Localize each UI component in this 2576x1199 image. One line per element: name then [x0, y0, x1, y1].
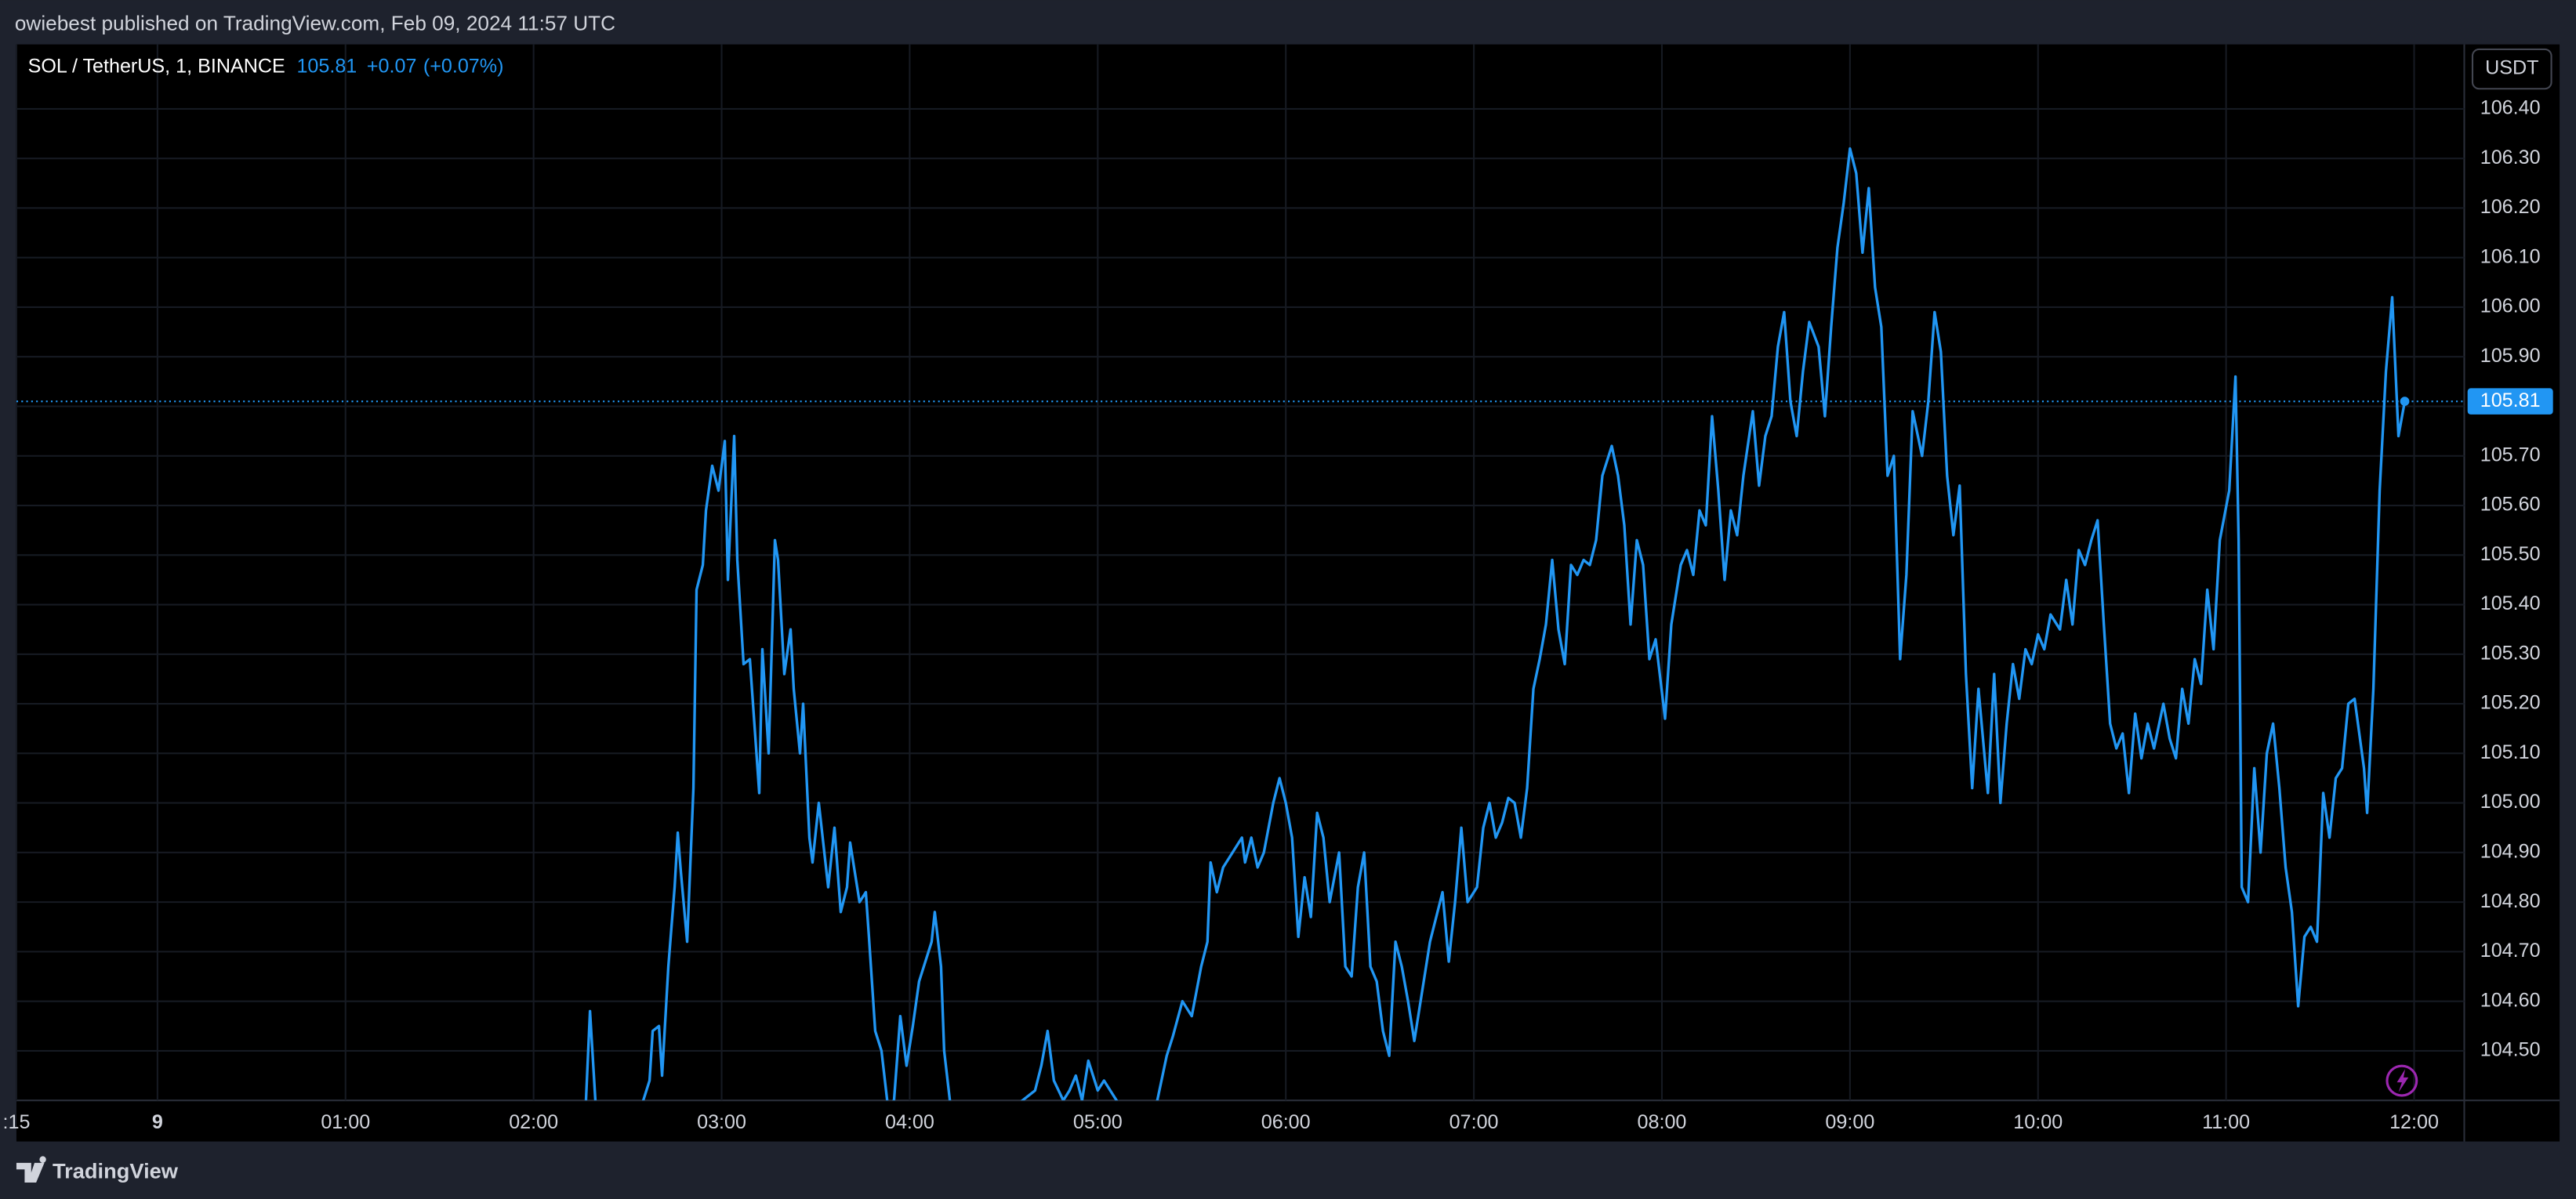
x-tick-label: 03:00	[697, 1111, 746, 1133]
tv-logo	[16, 1156, 46, 1183]
brand: TradingView	[53, 1159, 179, 1183]
labels: 104.50 104.60 104.70 104.80 104.90 105.00 105.…	[2, 97, 2553, 1133]
y-tick-label: 104.80	[2480, 890, 2541, 912]
x-tick-label: 04:00	[885, 1111, 934, 1133]
x-tick-label: 11:00	[2202, 1111, 2250, 1133]
y-tick-label: 105.50	[2480, 543, 2541, 565]
plot	[584, 147, 2410, 1101]
y-tick-label: 106.20	[2480, 196, 2541, 218]
y-tick-label: 104.70	[2480, 940, 2541, 962]
y-tick-label: 105.40	[2480, 592, 2541, 614]
y-tick-label: 105.00	[2480, 791, 2541, 813]
currency-label[interactable]: USDT	[2485, 57, 2538, 79]
price-line	[584, 147, 2407, 1101]
x-tick-label: 07:00	[1449, 1111, 1499, 1133]
chart-area	[16, 44, 2560, 1142]
x-tick-label: 9	[152, 1111, 163, 1133]
lightning-bolt	[2396, 1069, 2409, 1092]
y-tick-label: 105.70	[2480, 444, 2541, 465]
lightning-icon[interactable]	[2386, 1064, 2418, 1097]
publish-info: owiebest published on TradingView.com, F…	[15, 11, 615, 34]
x-tick-label: 09:00	[1825, 1111, 1874, 1133]
currency-button[interactable]	[2471, 48, 2552, 90]
x-tick-label: 10:00	[2013, 1111, 2063, 1133]
y-tick-label: 104.90	[2480, 841, 2541, 863]
x-tick-label: 06:00	[1261, 1111, 1311, 1133]
y-tick-label: 106.30	[2480, 147, 2541, 168]
header-change: +0.07	[367, 56, 417, 78]
y-tick-label: 105.20	[2480, 692, 2541, 714]
y-tick-label: 105.60	[2480, 494, 2541, 516]
y-tick-label: 105.10	[2480, 741, 2541, 763]
last-point	[2400, 397, 2410, 407]
y-tick-label: 105.30	[2480, 642, 2541, 664]
header-change-percent: (+0.07%)	[423, 56, 504, 78]
last-price-label: 105.81	[2480, 389, 2541, 411]
y-tick-label: 106.00	[2480, 295, 2541, 317]
x-tick-label: 01:00	[321, 1111, 370, 1133]
header-price: 105.81	[296, 56, 357, 78]
y-tick-label: 106.10	[2480, 245, 2541, 267]
grid	[15, 44, 2465, 1101]
y-tick-label: 104.50	[2480, 1039, 2541, 1061]
x-tick-label: :15	[2, 1111, 30, 1133]
x-tick-label: 05:00	[1073, 1111, 1123, 1133]
y-tick-label: 106.40	[2480, 97, 2541, 119]
y-tick-label: 105.90	[2480, 345, 2541, 367]
symbol-title: SOL / TetherUS, 1, BINANCE	[28, 56, 285, 78]
x-tick-label: 12:00	[2389, 1111, 2439, 1133]
x-tick-label: 02:00	[509, 1111, 558, 1133]
x-tick-label: 08:00	[1638, 1111, 1687, 1133]
y-tick-label: 104.60	[2480, 989, 2541, 1011]
last-price-badge	[2467, 388, 2553, 415]
